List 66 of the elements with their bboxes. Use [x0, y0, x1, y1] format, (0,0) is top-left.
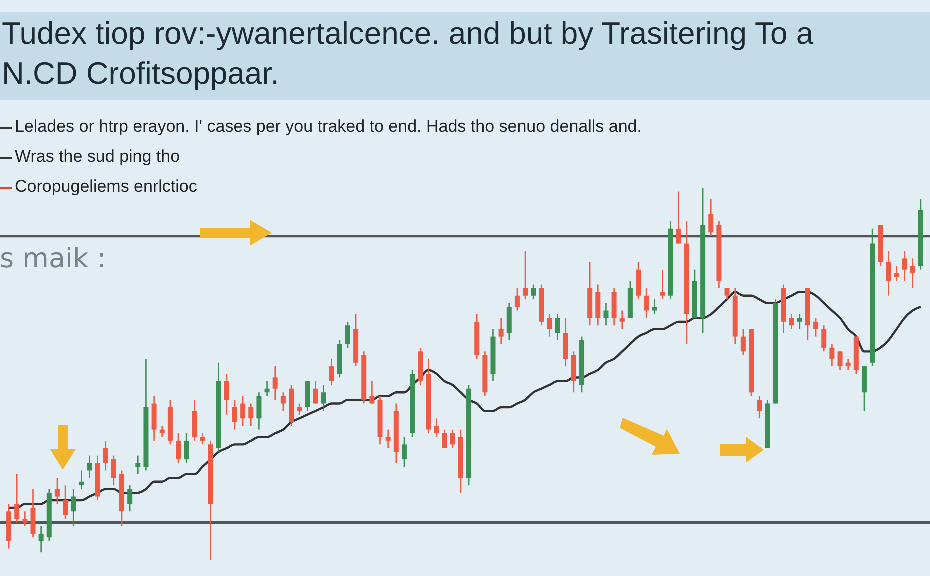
- ref-line-label: s maik :: [0, 243, 106, 274]
- text: Lelades or htrp erayon. I' cases per you traked to end. Hads tho senuo denalls and.: [15, 117, 642, 136]
- candlestick: [442, 429, 448, 450]
- candlestick: [321, 384, 326, 412]
- candlestick: [555, 314, 560, 342]
- candlestick: [620, 310, 625, 330]
- candlestick: [264, 380, 270, 397]
- candlestick: [386, 429, 391, 450]
- candlestick: [240, 396, 246, 427]
- candlestick: [38, 526, 44, 554]
- candlestick: [434, 418, 440, 438]
- candlestick: [814, 318, 819, 338]
- candlestick: [224, 373, 230, 416]
- candlestick: [103, 440, 108, 472]
- candlestick: [708, 198, 714, 238]
- candlestick: [313, 380, 318, 404]
- candlestick: [523, 250, 528, 300]
- candlestick: [200, 432, 206, 446]
- candlestick: [136, 455, 141, 476]
- text: Wras the sud ping tho: [15, 147, 180, 166]
- candlestick: [63, 484, 68, 520]
- candlestick: [54, 478, 60, 505]
- candlestick: [902, 250, 908, 282]
- candlestick: [789, 314, 794, 330]
- candlestick: [652, 298, 658, 316]
- candlestick: [757, 396, 762, 420]
- candlestick: [232, 399, 238, 430]
- candlestick: [838, 351, 843, 371]
- candlestick: [450, 429, 456, 450]
- candlestick: [345, 321, 350, 349]
- candlestick: [402, 436, 407, 468]
- candlestick: [894, 265, 900, 282]
- candlestick: [22, 510, 28, 528]
- candlestick: [830, 344, 835, 368]
- candlestick: [272, 366, 278, 401]
- candlestick: [184, 432, 190, 464]
- candlestick: [256, 392, 262, 430]
- candlestick: [846, 358, 851, 371]
- candlestick: [160, 425, 165, 438]
- candlestick: [740, 328, 746, 356]
- candlestick: [128, 484, 133, 512]
- candlestick: [822, 324, 827, 352]
- candlestick: [498, 318, 504, 345]
- candlestick: [660, 269, 666, 300]
- candlestick: [280, 392, 286, 412]
- candlestick: [797, 314, 802, 330]
- candlestick: [14, 474, 20, 524]
- candlestick: [370, 380, 375, 404]
- candlestick: [644, 288, 650, 319]
- candlestick: [79, 470, 84, 490]
- candlestick: [176, 432, 182, 464]
- candlestick: [676, 191, 682, 244]
- candlestick: [910, 258, 916, 290]
- candlestick: [514, 288, 520, 312]
- candlestick: [87, 455, 92, 479]
- candlestick: [248, 403, 254, 427]
- annotation: Coropugeliems enrlctioc: [15, 177, 198, 196]
- candlestick: [604, 302, 609, 326]
- candlestick: [531, 284, 536, 300]
- candlestick: [111, 455, 116, 486]
- candlestick: [547, 314, 552, 338]
- candlestick: [71, 488, 76, 528]
- candlestick: [886, 250, 892, 297]
- candlestick: [329, 358, 334, 386]
- candlestick: [297, 403, 302, 416]
- chart-title: Tudex tiop rov:-ywanertalcence. and but by Trasitering To a N.CD Crofitsoppaar.: [2, 15, 815, 93]
